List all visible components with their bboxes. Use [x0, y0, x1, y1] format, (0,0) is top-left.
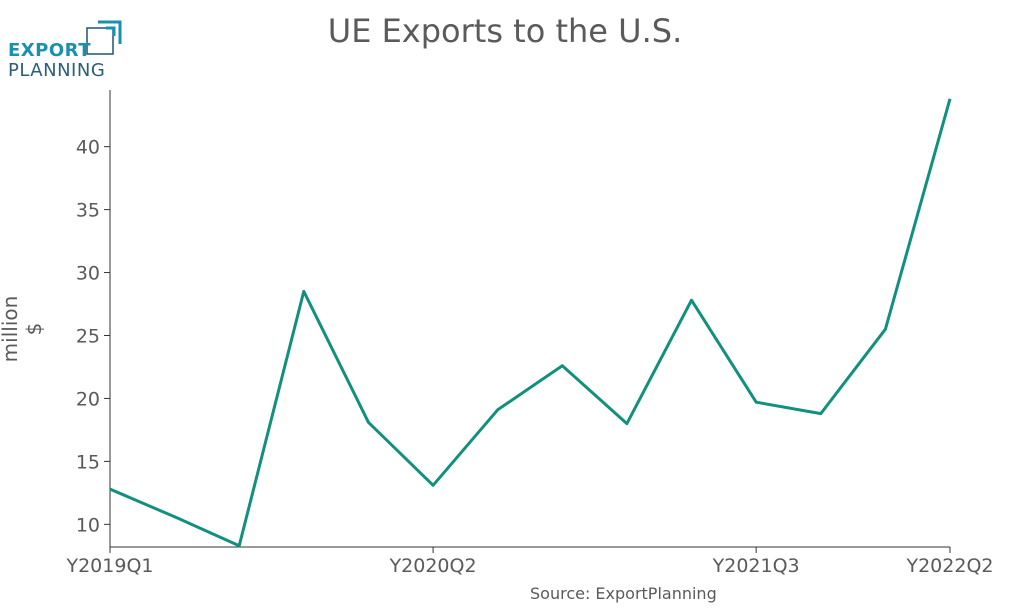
- y-tick-label: 25: [76, 325, 100, 347]
- logo-mark-icon: [86, 20, 122, 55]
- x-tick-label: Y2020Q2: [389, 555, 477, 577]
- logo-text-planning: PLANNING: [8, 60, 106, 81]
- y-tick-label: 15: [76, 451, 100, 473]
- y-tick-label: 30: [76, 263, 100, 285]
- source-note: Source: ExportPlanning: [530, 584, 717, 603]
- logo: EXPORT PLANNING: [8, 14, 128, 84]
- x-tick-label: Y2019Q1: [65, 555, 153, 577]
- series-line: [109, 98, 952, 548]
- y-tick-label: 40: [76, 137, 100, 159]
- chart-title: UE Exports to the U.S.: [327, 12, 683, 50]
- y-tick-label: 10: [76, 514, 100, 536]
- y-tick-label: 35: [76, 200, 100, 222]
- logo-text-export: EXPORT: [8, 40, 91, 61]
- x-tick-label: Y2021Q3: [712, 555, 800, 577]
- y-tick-label: 20: [76, 388, 100, 410]
- x-tick-label: Y2022Q2: [905, 555, 993, 577]
